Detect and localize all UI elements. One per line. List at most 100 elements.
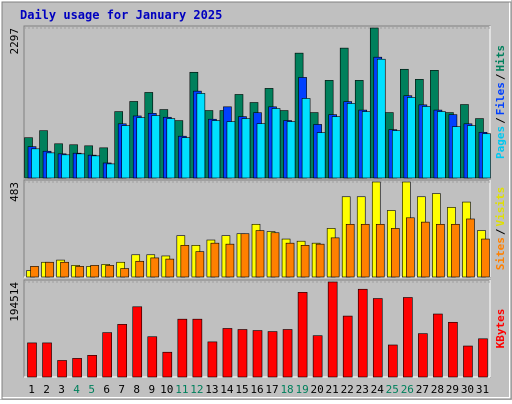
x-tick-label: 9 bbox=[148, 383, 155, 396]
bar bbox=[237, 329, 248, 378]
bar bbox=[195, 251, 205, 278]
x-tick-label: 4 bbox=[73, 383, 80, 396]
x-tick-label: 10 bbox=[160, 383, 173, 396]
x-tick-label: 15 bbox=[235, 383, 248, 396]
bar bbox=[240, 233, 250, 278]
bar bbox=[407, 97, 416, 179]
bar bbox=[300, 245, 310, 278]
x-tick-label: 1 bbox=[28, 383, 35, 396]
bar bbox=[45, 261, 54, 278]
bar bbox=[267, 331, 278, 378]
bar bbox=[360, 223, 370, 278]
bar bbox=[61, 154, 70, 179]
bar bbox=[72, 358, 82, 378]
legend-separator: / bbox=[494, 228, 507, 235]
x-tick-label: 8 bbox=[133, 383, 140, 396]
bar bbox=[180, 245, 190, 278]
bar bbox=[433, 313, 443, 378]
x-tick-label: 23 bbox=[356, 383, 369, 396]
bar bbox=[256, 123, 266, 179]
bar bbox=[452, 126, 461, 179]
bar bbox=[30, 266, 39, 278]
bar bbox=[166, 118, 176, 179]
x-tick-label: 21 bbox=[326, 383, 339, 396]
legend-entry: Pages bbox=[494, 126, 507, 159]
bar bbox=[361, 111, 371, 179]
bar bbox=[422, 106, 431, 179]
x-tick-label: 20 bbox=[311, 383, 324, 396]
bar bbox=[196, 93, 206, 179]
bar bbox=[42, 342, 52, 378]
bar bbox=[225, 243, 235, 278]
x-tick-label: 2 bbox=[43, 383, 50, 396]
x-tick-label: 18 bbox=[280, 383, 293, 396]
legend-separator: / bbox=[494, 117, 507, 124]
bar bbox=[270, 232, 280, 278]
x-tick-label: 24 bbox=[371, 383, 385, 396]
bar bbox=[346, 103, 356, 179]
bar bbox=[192, 318, 203, 378]
bar bbox=[136, 117, 146, 179]
bar bbox=[226, 121, 236, 179]
chart-title: Daily usage for January 2025 bbox=[20, 8, 222, 22]
x-tick-label: 11 bbox=[175, 383, 188, 396]
bar bbox=[421, 221, 430, 278]
bar bbox=[466, 218, 475, 278]
bar bbox=[147, 336, 158, 378]
bar bbox=[345, 223, 355, 278]
bar bbox=[375, 223, 385, 278]
x-tick-label: 22 bbox=[341, 383, 354, 396]
bar bbox=[222, 328, 233, 378]
bar bbox=[448, 321, 458, 378]
bar bbox=[286, 121, 296, 179]
bar bbox=[463, 345, 473, 378]
x-tick-label: 16 bbox=[250, 383, 263, 396]
bar bbox=[87, 355, 97, 378]
bar bbox=[117, 324, 128, 378]
x-tick-label: 19 bbox=[295, 383, 308, 396]
bar bbox=[312, 335, 323, 378]
legend-separator: / bbox=[494, 73, 507, 80]
bar bbox=[406, 217, 415, 278]
bar bbox=[327, 281, 338, 378]
x-tick-label: 27 bbox=[416, 383, 429, 396]
bar bbox=[90, 265, 99, 278]
legend-entry: Visits bbox=[494, 187, 507, 227]
bar bbox=[75, 266, 84, 278]
x-tick-label: 3 bbox=[58, 383, 65, 396]
legend: Sites /Visits bbox=[494, 187, 507, 271]
legend-entry: KBytes bbox=[494, 309, 507, 349]
bar bbox=[150, 257, 160, 278]
bar bbox=[252, 330, 263, 378]
bar bbox=[162, 351, 173, 378]
legend-entry: Files bbox=[494, 82, 507, 115]
bar bbox=[210, 242, 220, 278]
x-tick-label: 5 bbox=[88, 383, 95, 396]
bar bbox=[255, 230, 265, 278]
bar bbox=[403, 297, 413, 378]
bar bbox=[297, 292, 308, 378]
bar bbox=[241, 118, 251, 179]
bar bbox=[120, 268, 130, 278]
bar bbox=[451, 223, 460, 278]
bar bbox=[106, 163, 115, 179]
bar bbox=[60, 261, 69, 278]
bar bbox=[271, 108, 281, 179]
x-tick-label: 13 bbox=[205, 383, 218, 396]
x-tick-label: 14 bbox=[220, 383, 234, 396]
x-tick-label: 31 bbox=[476, 383, 489, 396]
legend: KBytes bbox=[494, 309, 507, 349]
x-tick-label: 29 bbox=[446, 383, 459, 396]
bar bbox=[330, 237, 340, 278]
bar bbox=[315, 243, 325, 278]
bar bbox=[102, 332, 112, 378]
bar bbox=[467, 125, 476, 179]
bar bbox=[391, 130, 401, 179]
bar bbox=[121, 125, 131, 179]
bar bbox=[316, 132, 326, 179]
bar bbox=[357, 288, 368, 378]
bar bbox=[177, 318, 188, 378]
x-tick-label: 17 bbox=[265, 383, 278, 396]
